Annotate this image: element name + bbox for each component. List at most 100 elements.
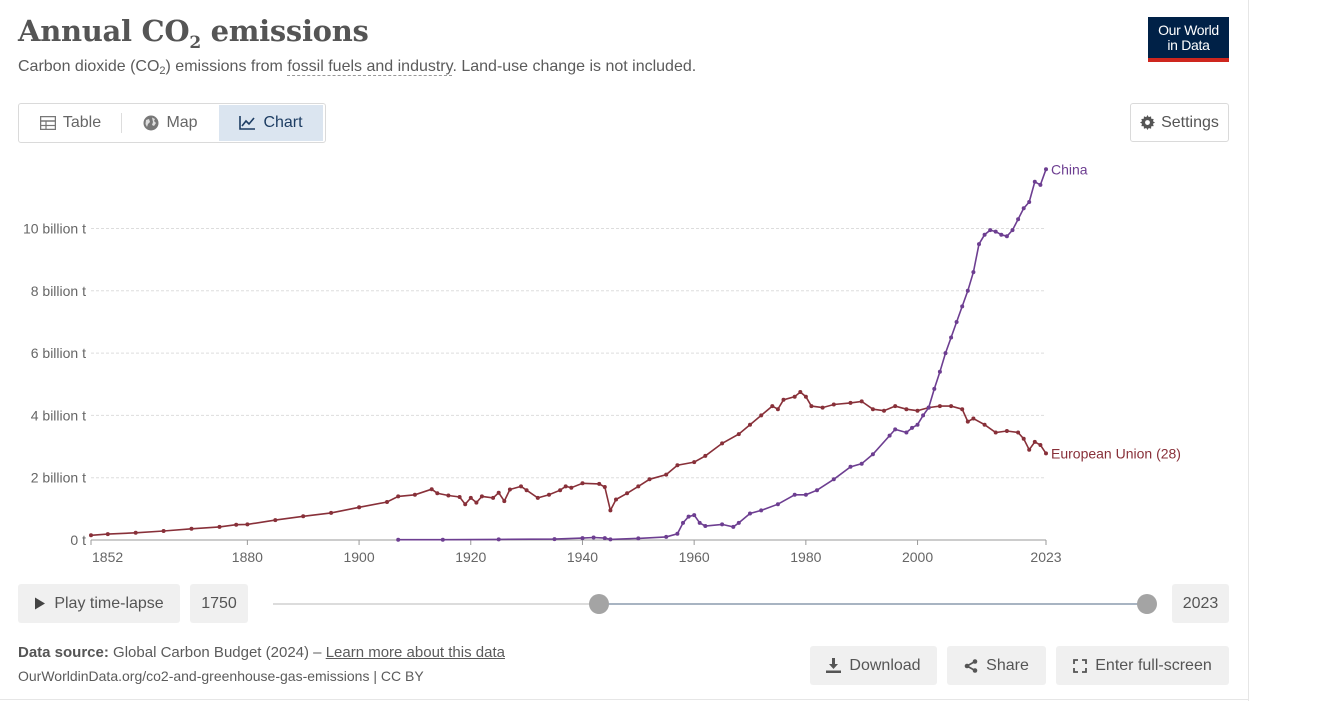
data-point (803, 492, 808, 497)
data-point (1021, 206, 1026, 211)
line-chart-icon (239, 116, 256, 130)
data-point (552, 537, 557, 542)
play-icon (35, 597, 46, 610)
y-tick-label: 4 billion t (31, 407, 86, 423)
data-point (949, 404, 954, 409)
data-point (971, 416, 976, 421)
data-point (580, 481, 585, 486)
tab-chart-label: Chart (263, 114, 303, 131)
data-point (982, 422, 987, 427)
data-source: Data source: Global Carbon Budget (2024)… (18, 644, 505, 661)
data-point (396, 537, 401, 542)
tab-map[interactable]: Map (122, 105, 219, 141)
data-point (468, 495, 473, 500)
view-tabs: Table Map Chart (18, 103, 326, 143)
data-point (809, 404, 814, 409)
x-tick-label: 1920 (455, 549, 486, 565)
share-button[interactable]: Share (947, 646, 1046, 685)
data-point (736, 432, 741, 437)
data-point (999, 232, 1004, 237)
y-tick-label: 6 billion t (31, 345, 86, 361)
chart-subtitle: Carbon dioxide (CO2) emissions from foss… (18, 58, 697, 77)
data-point (1016, 430, 1021, 435)
data-point (748, 511, 752, 516)
data-point (720, 522, 725, 527)
data-point (988, 228, 993, 233)
data-point (904, 407, 909, 412)
fullscreen-button[interactable]: Enter full-screen (1056, 646, 1229, 685)
timeline-start-handle[interactable] (589, 594, 609, 614)
data-point (775, 502, 780, 507)
timeline-selected-range[interactable] (599, 603, 1147, 605)
learn-more-link[interactable]: Learn more about this data (325, 644, 505, 661)
data-point (915, 408, 920, 413)
subtitle-link[interactable]: fossil fuels and industry (287, 58, 453, 76)
series-label[interactable]: China (1051, 161, 1088, 177)
data-point (89, 533, 93, 538)
data-point (943, 351, 948, 356)
data-point (798, 390, 803, 394)
timeline-end-year[interactable]: 2023 (1172, 584, 1229, 623)
data-point (563, 484, 568, 489)
series-label[interactable]: European Union (28) (1051, 445, 1181, 461)
data-point (412, 492, 417, 497)
data-point (686, 514, 691, 519)
data-point (396, 494, 401, 499)
tab-divider (121, 113, 122, 133)
data-point (474, 500, 479, 505)
data-point (960, 407, 965, 412)
data-point (273, 518, 278, 523)
data-point (133, 530, 138, 535)
data-point (580, 536, 585, 541)
data-point (463, 502, 468, 507)
data-point (664, 534, 669, 539)
owid-logo[interactable]: Our World in Data (1148, 17, 1229, 62)
data-point (915, 422, 920, 427)
x-tick-label: 1980 (790, 549, 821, 565)
series-line (398, 169, 1047, 541)
download-label: Download (849, 656, 921, 674)
play-timelapse-button[interactable]: Play time-lapse (18, 584, 180, 623)
fullscreen-label: Enter full-screen (1095, 656, 1212, 674)
data-point (105, 532, 110, 537)
data-point (301, 514, 306, 519)
data-point (636, 484, 641, 489)
data-point (831, 402, 836, 407)
data-point (904, 430, 909, 435)
data-point (608, 537, 613, 542)
data-point (558, 488, 563, 493)
data-point (1021, 436, 1026, 441)
data-point (502, 499, 507, 504)
share-icon (964, 658, 978, 673)
data-point (329, 510, 334, 515)
data-point (697, 520, 702, 525)
data-point (977, 242, 981, 247)
data-point (848, 400, 853, 405)
data-point (893, 427, 898, 432)
data-point (675, 463, 680, 468)
x-tick-label: 2000 (902, 549, 933, 565)
y-axis: 0 t 2 billion t 4 billion t 6 billion t 8 bi… (23, 221, 86, 549)
y-tick-label: 0 t (70, 532, 86, 548)
data-point (446, 493, 451, 498)
timeline-start-year[interactable]: 1750 (190, 584, 248, 623)
download-icon (826, 658, 842, 673)
data-point (926, 405, 931, 410)
data-point (870, 407, 875, 412)
data-point (602, 536, 607, 541)
download-button[interactable]: Download (810, 646, 937, 685)
data-point (949, 335, 954, 340)
tab-chart[interactable]: Chart (219, 105, 323, 141)
data-point (440, 537, 445, 542)
data-point (385, 500, 389, 504)
data-point (965, 288, 970, 293)
chart-title: Annual CO2 emissions (18, 14, 369, 53)
line-chart: 0 t 2 billion t 4 billion t 6 billion t 8 bi… (23, 161, 1181, 565)
data-point (647, 477, 652, 482)
settings-button[interactable]: Settings (1130, 103, 1229, 142)
timeline-end-handle[interactable] (1137, 594, 1157, 614)
data-point (965, 419, 970, 424)
tab-table[interactable]: Table (20, 105, 121, 141)
data-point (859, 399, 864, 404)
source-url[interactable]: OurWorldinData.org/co2-and-greenhouse-ga… (18, 668, 424, 684)
